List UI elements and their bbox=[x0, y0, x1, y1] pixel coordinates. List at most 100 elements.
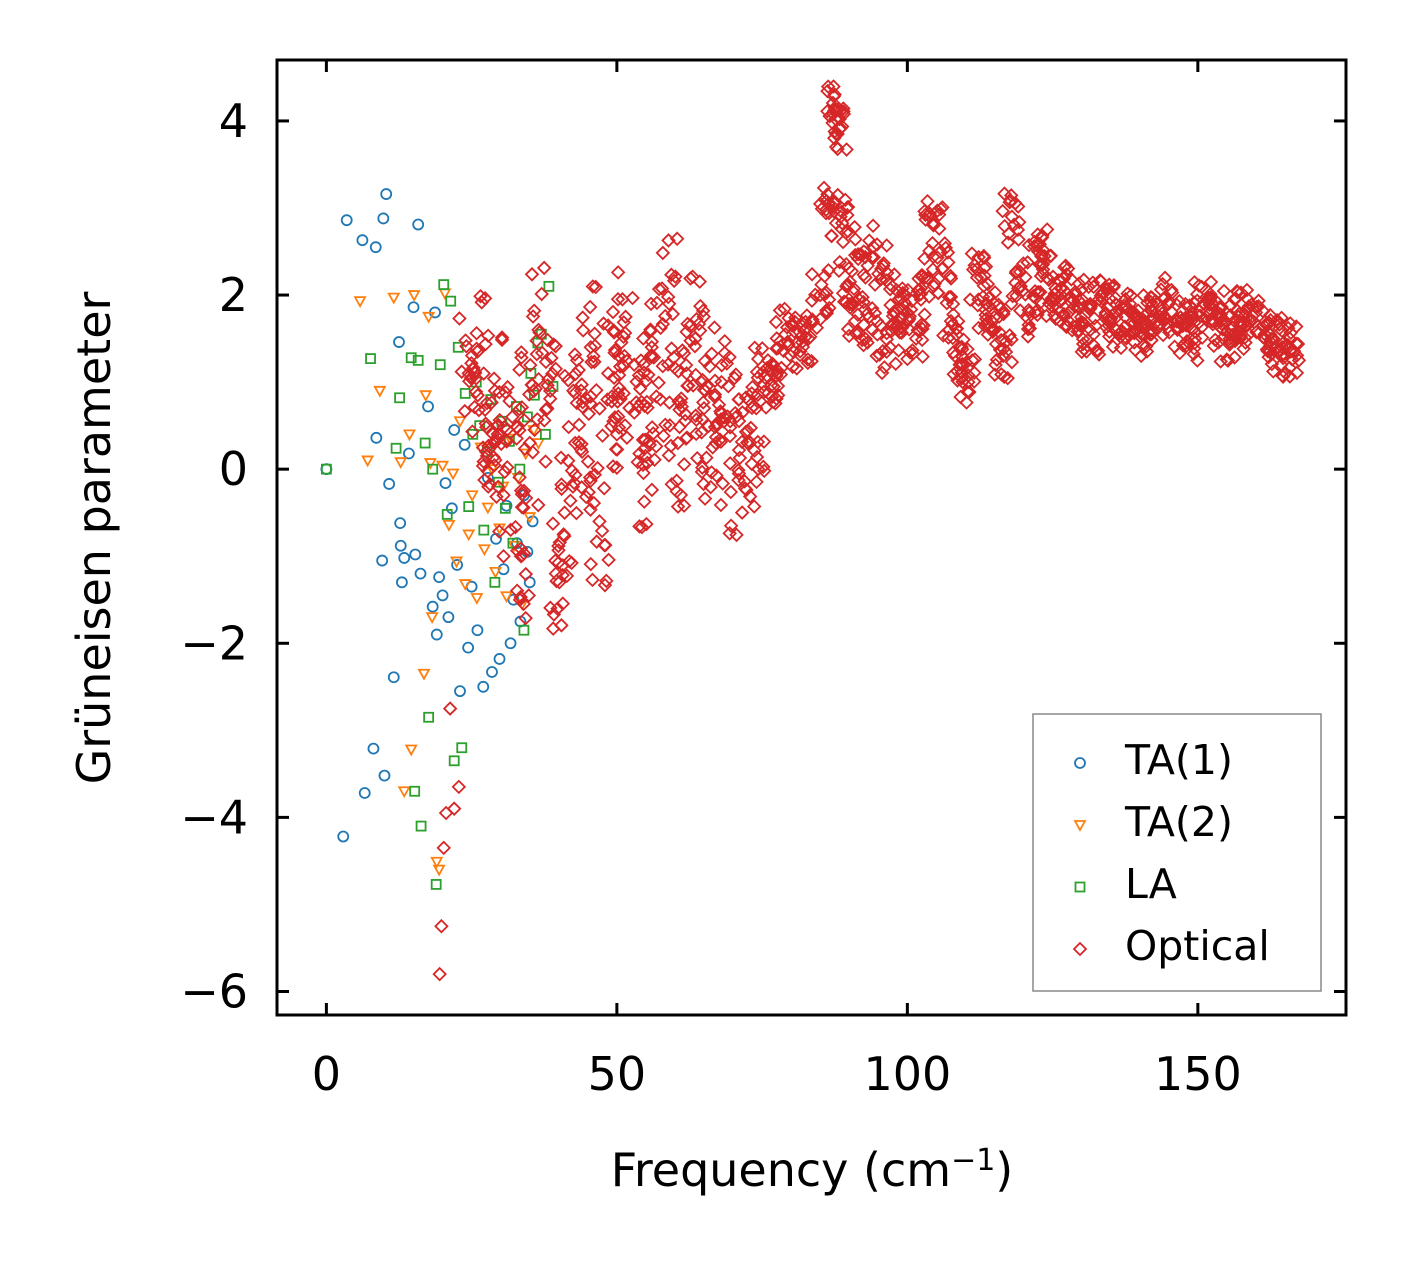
optical-point bbox=[828, 111, 843, 127]
optical-point bbox=[709, 416, 725, 431]
optical-point bbox=[518, 610, 533, 626]
optical-point bbox=[998, 344, 1014, 360]
optical-point bbox=[982, 290, 997, 305]
la-point bbox=[507, 537, 519, 549]
legend-label-optical: Optical bbox=[1125, 922, 1270, 970]
optical-point bbox=[470, 388, 485, 403]
optical-point bbox=[707, 373, 723, 389]
ta1-point bbox=[377, 212, 390, 225]
optical-point bbox=[538, 454, 553, 469]
optical-point bbox=[702, 359, 717, 374]
optical-point bbox=[490, 479, 506, 495]
ta1-point bbox=[367, 742, 380, 755]
optical-point bbox=[432, 966, 447, 982]
optical-point bbox=[955, 342, 970, 357]
ta2-point bbox=[423, 458, 437, 470]
optical-point bbox=[901, 322, 917, 337]
optical-point bbox=[819, 303, 835, 319]
optical-point bbox=[949, 327, 964, 343]
legend-markers bbox=[1072, 757, 1088, 957]
axis-ticks: 0 50 100 150 −6 −4 −2 0 2 4 bbox=[180, 60, 1346, 1101]
optical-point bbox=[1164, 285, 1180, 300]
optical-point bbox=[915, 349, 930, 364]
ta1-point bbox=[394, 539, 407, 552]
optical-point bbox=[772, 303, 788, 318]
x-axis-title-close: ) bbox=[995, 1143, 1013, 1197]
optical-point bbox=[606, 370, 622, 385]
ta2-point bbox=[523, 512, 537, 524]
optical-point bbox=[964, 246, 980, 261]
optical-point bbox=[582, 470, 598, 485]
optical-point bbox=[600, 366, 616, 381]
optical-point bbox=[673, 395, 688, 410]
optical-point bbox=[475, 458, 491, 474]
ta2-point bbox=[402, 429, 416, 442]
optical-point bbox=[842, 274, 858, 290]
optical-point bbox=[1288, 319, 1304, 334]
optical-point bbox=[610, 265, 626, 280]
optical-point bbox=[648, 439, 664, 454]
optical-point bbox=[560, 453, 576, 469]
optical-point bbox=[616, 386, 631, 401]
la-point bbox=[430, 879, 442, 890]
optical-point bbox=[655, 358, 671, 374]
legend-label-ta1: TA(1) bbox=[1124, 736, 1233, 784]
optical-point bbox=[1289, 365, 1305, 381]
x-axis-title: Frequency (cm−1) bbox=[611, 1143, 1014, 1197]
optical-point bbox=[764, 389, 780, 405]
optical-point bbox=[1249, 299, 1264, 315]
la-point bbox=[448, 755, 460, 767]
optical-point bbox=[728, 367, 744, 382]
optical-point bbox=[749, 449, 765, 465]
optical-point bbox=[1000, 370, 1016, 386]
optical-point bbox=[1069, 318, 1084, 334]
optical-point bbox=[560, 372, 576, 388]
ta1-point bbox=[426, 600, 439, 613]
optical-point bbox=[1056, 306, 1072, 322]
y-tick-label: 0 bbox=[219, 442, 248, 496]
optical-point bbox=[1144, 303, 1159, 319]
optical-point bbox=[695, 303, 711, 318]
optical-point bbox=[993, 301, 1008, 316]
legend-marker-ta2 bbox=[1073, 820, 1087, 832]
optical-point bbox=[1145, 309, 1161, 325]
optical-point bbox=[452, 311, 467, 326]
optical-point bbox=[998, 334, 1014, 350]
optical-point bbox=[611, 367, 627, 383]
optical-point bbox=[914, 332, 930, 348]
optical-point bbox=[1150, 317, 1166, 333]
optical-point bbox=[695, 395, 711, 410]
optical-point bbox=[804, 293, 820, 308]
optical-point bbox=[546, 607, 562, 622]
optical-point bbox=[786, 324, 802, 339]
optical-point bbox=[489, 433, 504, 448]
optical-point bbox=[920, 194, 935, 209]
optical-point bbox=[750, 461, 766, 477]
optical-point bbox=[894, 320, 910, 336]
ta1-point bbox=[493, 653, 506, 665]
optical-point bbox=[514, 345, 529, 360]
optical-point bbox=[551, 538, 566, 554]
optical-point bbox=[627, 405, 642, 420]
optical-point bbox=[1020, 255, 1035, 270]
optical-point bbox=[508, 519, 523, 535]
optical-point bbox=[832, 254, 848, 270]
optical-point bbox=[554, 477, 569, 492]
optical-point bbox=[597, 577, 613, 593]
optical-point bbox=[1143, 294, 1159, 310]
optical-point bbox=[616, 358, 631, 373]
ta2-point bbox=[419, 390, 433, 403]
optical-point bbox=[1251, 293, 1266, 309]
optical-point bbox=[656, 428, 671, 444]
la-point bbox=[499, 502, 511, 514]
optical-point bbox=[996, 369, 1012, 385]
optical-point bbox=[821, 292, 837, 307]
optical-point bbox=[886, 304, 902, 319]
optical-point bbox=[1207, 293, 1223, 308]
ta1-point bbox=[454, 685, 466, 698]
optical-point bbox=[825, 199, 840, 214]
optical-point bbox=[1185, 321, 1201, 337]
optical-point bbox=[1231, 306, 1247, 322]
optical-point bbox=[669, 231, 685, 246]
